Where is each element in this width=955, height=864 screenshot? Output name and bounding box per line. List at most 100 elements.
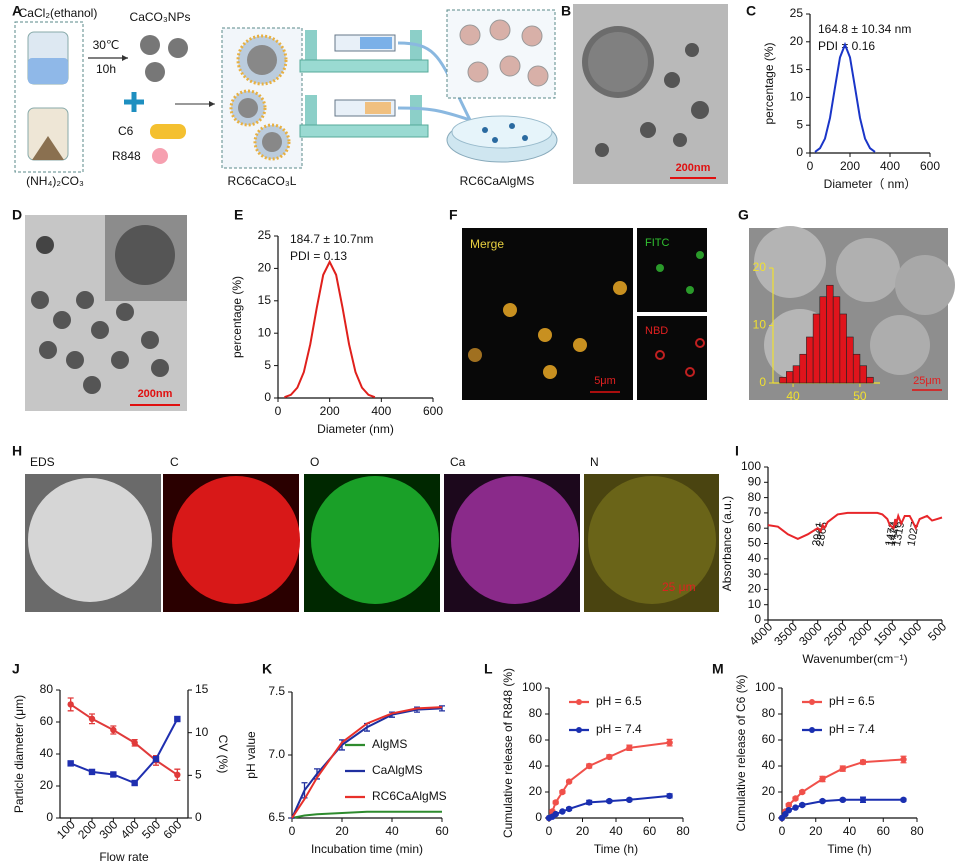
schematic-text: 30℃ <box>93 38 120 52</box>
x-tick-label: 40 <box>385 824 399 838</box>
series-line <box>291 707 443 819</box>
data-point <box>819 797 826 805</box>
x-tick-label: 40 <box>786 389 800 403</box>
data-point <box>799 788 806 796</box>
y-tick-label: 100 <box>522 680 542 694</box>
confocal-images-shape <box>573 338 587 352</box>
y-tick-label: 40 <box>762 758 776 772</box>
channel-label: Merge <box>470 237 504 251</box>
data-point <box>785 801 792 809</box>
schematic-shape <box>509 123 515 129</box>
schematic-shape <box>209 101 215 107</box>
y-tick-label: 50 <box>748 536 762 550</box>
tem-image-d-shape <box>53 311 71 329</box>
sem-image-shape <box>895 255 955 315</box>
series-line <box>70 718 179 785</box>
x-tick-label: 80 <box>676 824 690 838</box>
schematic-shape <box>459 24 481 46</box>
x-tick-label: 20 <box>809 824 823 838</box>
x-axis-label: Diameter (nm) <box>317 422 394 436</box>
scale-bar-label: 200nm <box>676 162 711 174</box>
x-tick-label: 20 <box>335 824 349 838</box>
data-point <box>839 765 846 772</box>
annotation: PDI = 0.13 <box>290 249 347 263</box>
data-point <box>626 744 633 751</box>
confocal-images-shape <box>685 367 695 377</box>
data-point <box>606 753 613 761</box>
panel-label: G <box>738 207 749 223</box>
panel-label: M <box>712 661 724 677</box>
x-axis-label: Wavenumber(cm⁻¹) <box>802 652 907 666</box>
y-tick-label: 15 <box>790 62 804 76</box>
tem-image-b-shape <box>685 43 699 57</box>
y-tick-label: 20 <box>748 582 762 596</box>
channel-label: O <box>310 455 319 469</box>
sem-image-shape <box>870 315 930 375</box>
data-point <box>859 796 867 803</box>
data-point <box>666 792 673 800</box>
scale-bar-label: 200nm <box>138 388 173 400</box>
histogram-bar <box>826 284 834 384</box>
y-tick-label: 100 <box>755 680 775 694</box>
x-tick-label: 60 <box>435 824 449 838</box>
y-tick-label: 10 <box>753 318 767 332</box>
x-tick-label: 500 <box>139 817 163 841</box>
x-tick-label: 200 <box>320 404 340 418</box>
y-tick-label: 10 <box>748 597 762 611</box>
panel-label: I <box>735 443 739 459</box>
x-tick-label: 3000 <box>796 619 825 648</box>
x-axis-label: Time (h) <box>827 842 871 856</box>
x-tick-label: 600 <box>160 817 184 841</box>
channel-label: EDS <box>30 455 55 469</box>
y-axis-label: Cumulative release of C6 (%) <box>734 675 748 832</box>
y-tick-label: 20 <box>529 784 543 798</box>
series-line <box>814 41 876 153</box>
data-point <box>565 805 573 813</box>
y-tick-label: 25 <box>258 228 272 242</box>
eds-images-shape <box>28 478 152 602</box>
schematic-shape <box>28 58 68 84</box>
data-point <box>131 739 138 746</box>
panel-label: J <box>12 661 20 677</box>
confocal-images-shape <box>468 348 482 362</box>
histogram-bar <box>799 353 807 384</box>
peak-label: 1428 <box>886 521 902 547</box>
x-tick-label: 200 <box>840 159 860 173</box>
schematic-text: CaCl₂(ethanol) <box>19 6 98 20</box>
schematic-text: CaCO₃NPs <box>130 10 191 24</box>
confocal-images-shape <box>503 303 517 317</box>
x-axis-label: Incubation time (min) <box>311 842 423 856</box>
y-tick-label: 0 <box>46 810 53 824</box>
y-tick-label: 6.5 <box>268 810 285 824</box>
scale-bar-label: 5μm <box>594 375 616 387</box>
y-tick-label: 80 <box>40 682 54 696</box>
y-tick-label: 10 <box>790 90 804 104</box>
x-tick-label: 200 <box>75 817 99 841</box>
data-point <box>110 726 117 734</box>
histogram-bar <box>839 313 847 384</box>
tem-image-b-shape <box>664 72 680 88</box>
y-axis-label: Absorbance (a.u.) <box>720 496 734 591</box>
schematic-text: 10h <box>96 62 116 76</box>
schematic-shape <box>522 135 528 141</box>
data-point <box>174 715 181 723</box>
histogram-bar <box>846 336 854 384</box>
tem-image-d: 200nm <box>25 215 187 411</box>
data-point <box>785 807 792 814</box>
schematic-shape <box>492 137 498 143</box>
tem-image-b-shape <box>673 133 687 147</box>
y-tick-label: 80 <box>748 490 762 504</box>
tem-image-d-shape <box>31 291 49 309</box>
y-tick-label: 10 <box>258 325 272 339</box>
schematic-shape <box>527 65 549 87</box>
panel-label: C <box>746 3 756 19</box>
y-tick-label: 10 <box>195 725 209 739</box>
x-tick-label: 2500 <box>821 619 850 648</box>
y-tick-label: 40 <box>529 758 543 772</box>
histogram-bar <box>852 353 861 384</box>
x-tick-label: 400 <box>880 159 900 173</box>
schematic-shape <box>482 127 488 133</box>
schematic-shape <box>140 35 160 55</box>
schematic-shape <box>360 37 392 49</box>
